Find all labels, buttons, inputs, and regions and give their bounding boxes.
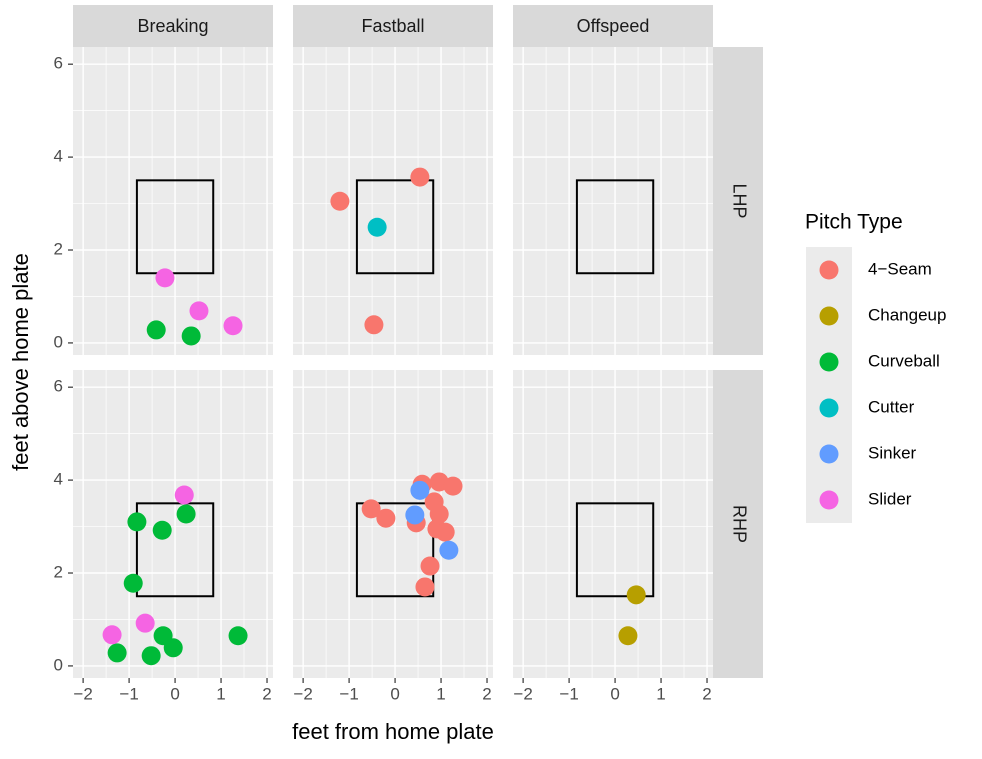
point (367, 217, 387, 237)
panel-bg (293, 47, 493, 355)
legend-key (819, 352, 839, 372)
point (135, 613, 155, 633)
point (223, 316, 243, 336)
point (228, 626, 248, 646)
row-strip-label: LHP (729, 183, 749, 218)
y-tick-label: 2 (54, 562, 63, 581)
x-tick-label: 0 (390, 684, 399, 703)
point (405, 505, 425, 525)
point (107, 643, 127, 663)
strike-zone (575, 502, 655, 598)
legend-label: Sinker (868, 443, 917, 462)
column-strip-label: Offspeed (577, 16, 650, 36)
point (123, 573, 143, 593)
legend-key (819, 260, 839, 280)
point (415, 577, 435, 597)
x-tick-label: −2 (293, 684, 312, 703)
strike-zone (135, 502, 215, 598)
x-tick-label: −1 (119, 684, 138, 703)
legend-label: Curveball (868, 351, 940, 370)
legend-key (819, 306, 839, 326)
y-tick-label: 2 (54, 239, 63, 258)
point (435, 522, 455, 542)
x-axis-title: feet from home plate (292, 719, 494, 744)
strip-bg (513, 5, 713, 47)
strike-zone (355, 502, 435, 598)
y-tick-label: 0 (54, 655, 63, 674)
row-strip-label: RHP (729, 505, 749, 543)
x-tick-label: −1 (559, 684, 578, 703)
point (155, 268, 175, 288)
point (420, 556, 440, 576)
x-tick-label: 0 (170, 684, 179, 703)
point (176, 504, 196, 524)
strip-bg (713, 370, 763, 678)
point (330, 191, 350, 211)
x-tick-label: 0 (610, 684, 619, 703)
y-axis-title: feet above home plate (8, 253, 33, 471)
strip-bg (293, 5, 493, 47)
y-tick-label: 6 (54, 54, 63, 73)
legend-label: Changeup (868, 305, 946, 324)
legend-key (819, 398, 839, 418)
column-strip-label: Fastball (361, 16, 424, 36)
legend-key (819, 444, 839, 464)
x-tick-label: 2 (262, 684, 271, 703)
panel-bg (73, 47, 273, 355)
y-tick-label: 4 (54, 470, 63, 489)
point (146, 320, 166, 340)
point (189, 301, 209, 321)
point (364, 315, 384, 335)
point (152, 520, 172, 540)
strike-zone (135, 179, 215, 275)
point (410, 167, 430, 187)
strip-bg (73, 5, 273, 47)
legend-label: Cutter (868, 397, 915, 416)
x-tick-label: 2 (702, 684, 711, 703)
strip-bg (713, 47, 763, 355)
point (376, 508, 396, 528)
point (618, 626, 638, 646)
legend-title: Pitch Type (805, 211, 903, 234)
x-tick-label: 1 (656, 684, 665, 703)
x-tick-label: 2 (482, 684, 491, 703)
y-tick-label: 0 (54, 332, 63, 351)
point (443, 476, 463, 496)
column-strip-label: Breaking (137, 16, 208, 36)
x-tick-label: −2 (513, 684, 532, 703)
point (174, 485, 194, 505)
point (163, 638, 183, 658)
legend-key (819, 490, 839, 510)
point (429, 504, 449, 524)
strike-zone (575, 179, 655, 275)
point (181, 326, 201, 346)
point (410, 480, 430, 500)
y-tick-label: 6 (54, 377, 63, 396)
x-tick-label: −2 (73, 684, 92, 703)
x-tick-label: 1 (436, 684, 445, 703)
point (626, 585, 646, 605)
y-tick-label: 4 (54, 147, 63, 166)
point (141, 646, 161, 666)
x-tick-label: 1 (216, 684, 225, 703)
legend-label: 4−Seam (868, 259, 932, 278)
x-tick-label: −1 (339, 684, 358, 703)
point (361, 499, 381, 519)
point (127, 512, 147, 532)
point (439, 540, 459, 560)
panel-bg (513, 47, 713, 355)
legend-label: Slider (868, 489, 912, 508)
panel-bg (513, 370, 713, 678)
point (102, 625, 122, 645)
strike-zone (355, 179, 435, 275)
